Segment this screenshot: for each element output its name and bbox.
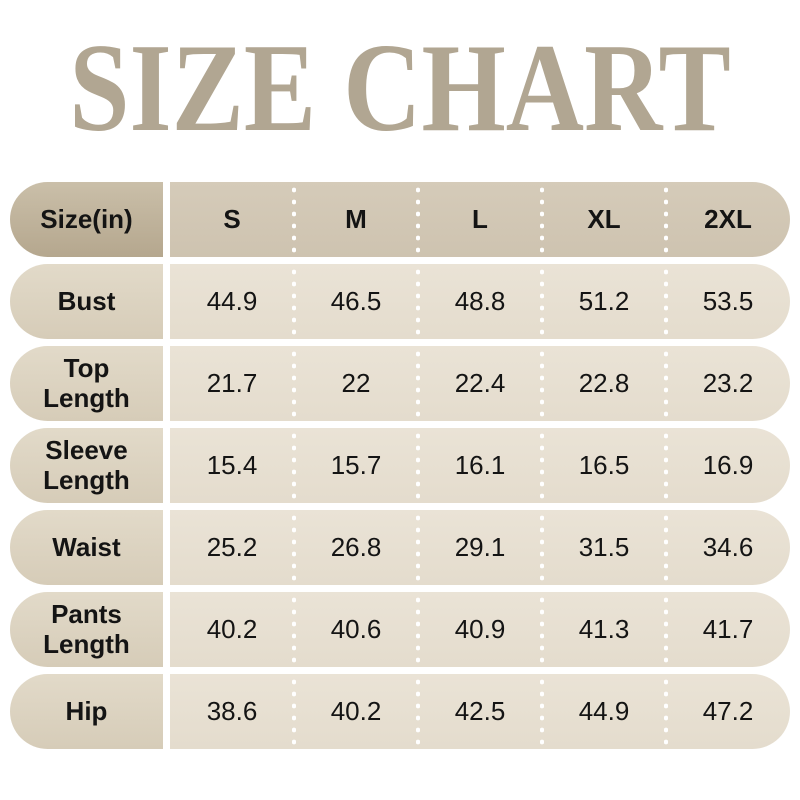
header-label-cell: Size(in): [10, 182, 163, 257]
value-cell: 23.2: [664, 346, 790, 421]
row-band: 38.6 40.2 42.5 44.9 47.2: [170, 674, 790, 749]
value-cell: 16.5: [540, 428, 666, 503]
value-cell: 44.9: [206, 286, 258, 316]
row-label: Pants Length: [10, 592, 163, 667]
value-cell: 48.8: [416, 264, 542, 339]
row-band: 44.9 46.5 48.8 51.2 53.5: [170, 264, 790, 339]
value-cell: 22.4: [416, 346, 542, 421]
value-cell: 44.9: [540, 674, 666, 749]
value-cell: 40.6: [292, 592, 418, 667]
row-band: 25.2 26.8 29.1 31.5 34.6: [170, 510, 790, 585]
row-label: Bust: [10, 264, 163, 339]
value-cell: 16.9: [664, 428, 790, 503]
value-cell: 26.8: [292, 510, 418, 585]
row-band: 40.2 40.6 40.9 41.3 41.7: [170, 592, 790, 667]
page-title: SIZE CHART: [69, 19, 731, 158]
table-row-sleeve-length: Sleeve Length 15.4 15.7 16.1 16.5 16.9: [10, 428, 790, 503]
value-cell: 42.5: [416, 674, 542, 749]
table-row-bust: Bust 44.9 46.5 48.8 51.2 53.5: [10, 264, 790, 339]
value-cell: 46.5: [292, 264, 418, 339]
row-label: Waist: [10, 510, 163, 585]
value-cell: 34.6: [664, 510, 790, 585]
row-label: Hip: [10, 674, 163, 749]
value-cell: 40.9: [416, 592, 542, 667]
header-cell-xl: XL: [540, 182, 666, 257]
size-table: Size(in) S M L XL 2XL Bust 44.9 46.5 48.…: [10, 182, 790, 749]
value-cell: 51.2: [540, 264, 666, 339]
table-header-row: Size(in) S M L XL 2XL: [10, 182, 790, 257]
value-cell: 41.3: [540, 592, 666, 667]
table-row-pants-length: Pants Length 40.2 40.6 40.9 41.3 41.7: [10, 592, 790, 667]
value-cell: 22: [292, 346, 418, 421]
header-cell-2xl: 2XL: [664, 182, 790, 257]
header-cell-m: M: [292, 182, 418, 257]
value-cell: 15.4: [206, 450, 258, 480]
value-cell: 53.5: [664, 264, 790, 339]
header-cell-s: S: [223, 204, 241, 234]
table-row-top-length: Top Length 21.7 22 22.4 22.8 23.2: [10, 346, 790, 421]
value-cell: 31.5: [540, 510, 666, 585]
value-cell: 38.6: [206, 696, 258, 726]
value-cell: 40.2: [206, 614, 258, 644]
row-label: Sleeve Length: [10, 428, 163, 503]
value-cell: 21.7: [206, 368, 258, 398]
value-cell: 22.8: [540, 346, 666, 421]
value-cell: 16.1: [416, 428, 542, 503]
value-cell: 29.1: [416, 510, 542, 585]
value-cell: 40.2: [292, 674, 418, 749]
header-cell-l: L: [416, 182, 542, 257]
value-cell: 15.7: [292, 428, 418, 503]
row-band: 15.4 15.7 16.1 16.5 16.9: [170, 428, 790, 503]
row-band: 21.7 22 22.4 22.8 23.2: [170, 346, 790, 421]
value-cell: 25.2: [206, 532, 258, 562]
row-label: Top Length: [10, 346, 163, 421]
header-band: S M L XL 2XL: [170, 182, 790, 257]
table-row-hip: Hip 38.6 40.2 42.5 44.9 47.2: [10, 674, 790, 749]
value-cell: 41.7: [664, 592, 790, 667]
value-cell: 47.2: [664, 674, 790, 749]
table-row-waist: Waist 25.2 26.8 29.1 31.5 34.6: [10, 510, 790, 585]
